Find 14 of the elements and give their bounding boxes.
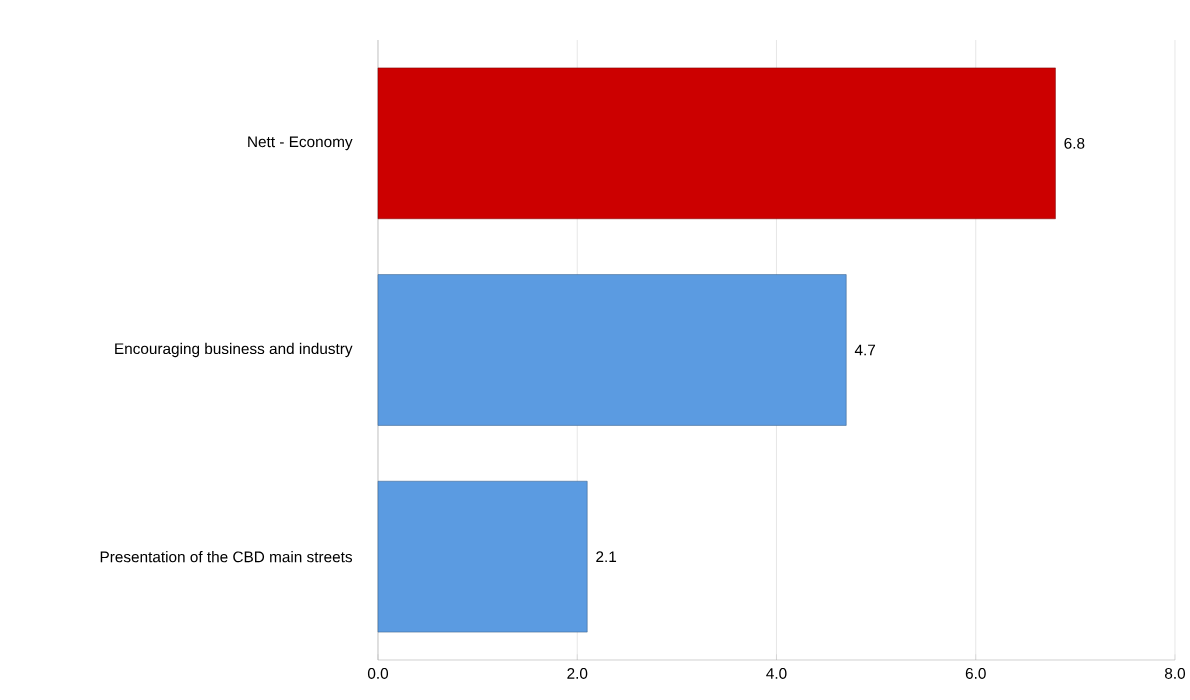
data-label: 6.8 — [1064, 137, 1085, 149]
x-tick-label: 2.0 — [567, 668, 588, 679]
bar — [377, 67, 1056, 220]
bar — [377, 274, 847, 426]
bar — [377, 480, 588, 633]
y-tick-label: Encouraging business and industry — [115, 342, 353, 358]
x-tick-label: 6.0 — [965, 668, 986, 679]
x-tick-label: 8.0 — [1164, 668, 1186, 679]
data-label: 4.7 — [854, 344, 876, 356]
y-tick-label: Presentation of the CBD main streets — [100, 551, 353, 563]
x-tick-label: 4.0 — [766, 668, 787, 679]
y-tick-label: Nett - Economy — [248, 136, 353, 151]
x-tick-label: 0.0 — [367, 668, 389, 679]
data-label: 2.1 — [596, 551, 617, 563]
